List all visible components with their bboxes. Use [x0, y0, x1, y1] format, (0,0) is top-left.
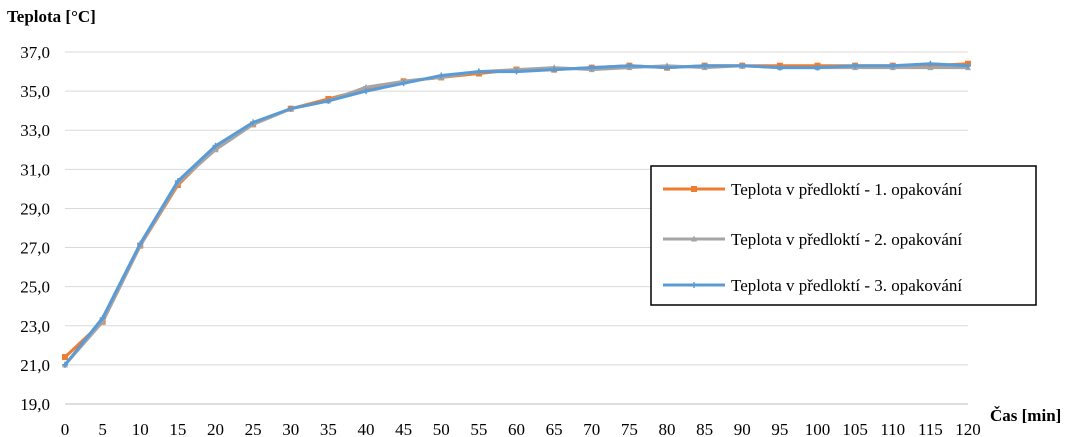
data-point — [927, 60, 934, 67]
gridlines — [65, 51, 968, 366]
y-tick-label: 21,0 — [20, 356, 50, 375]
legend-label: Teplota v předloktí - 1. opakování — [731, 180, 962, 199]
data-point — [691, 282, 697, 288]
y-tick-label: 23,0 — [20, 317, 50, 336]
x-tick-label: 65 — [546, 420, 563, 437]
series-3 — [62, 60, 971, 368]
data-point — [852, 62, 859, 69]
legend-label: Teplota v předloktí - 3. opakování — [731, 276, 962, 295]
data-point — [99, 318, 106, 325]
x-tick-label: 115 — [918, 420, 943, 437]
data-point — [814, 64, 821, 71]
y-tick-label: 31,0 — [20, 160, 50, 179]
data-point — [739, 62, 746, 69]
x-tick-label: 30 — [282, 420, 299, 437]
data-point — [664, 64, 670, 71]
y-tick-label: 25,0 — [20, 278, 50, 297]
data-point — [62, 361, 68, 368]
data-point — [325, 97, 332, 104]
data-point — [965, 62, 971, 69]
x-tick-label: 100 — [805, 420, 831, 437]
series-lines — [62, 60, 971, 368]
x-tick-label: 40 — [358, 420, 375, 437]
x-tick-label: 110 — [880, 420, 905, 437]
x-tick-label: 95 — [771, 420, 788, 437]
legend-item-2: Teplota v předloktí - 2. opakování — [663, 230, 962, 249]
data-point — [99, 314, 106, 321]
data-point — [212, 142, 219, 149]
data-point — [889, 62, 896, 69]
x-axis-title: Čas [min] — [990, 406, 1061, 425]
x-tick-label: 15 — [169, 420, 186, 437]
data-point — [513, 68, 520, 75]
data-point — [400, 80, 407, 87]
x-tick-label: 25 — [245, 420, 262, 437]
x-tick-label: 60 — [508, 420, 525, 437]
x-tick-label: 85 — [696, 420, 713, 437]
x-tick-label: 90 — [734, 420, 751, 437]
data-point — [287, 105, 294, 112]
data-point — [691, 186, 697, 192]
x-tick-label: 120 — [955, 420, 981, 437]
y-axis-title: Teplota [°C] — [7, 7, 96, 26]
x-tick-label: 105 — [842, 420, 868, 437]
legend-label: Teplota v předloktí - 2. opakování — [731, 230, 962, 249]
data-point — [250, 119, 257, 126]
data-point — [927, 64, 934, 71]
y-tick-label: 35,0 — [20, 82, 50, 101]
x-tick-label: 70 — [583, 420, 600, 437]
legend-item-1: Teplota v předloktí - 1. opakování — [663, 180, 962, 199]
data-point — [691, 235, 697, 242]
data-point — [551, 66, 558, 73]
data-point — [776, 64, 783, 71]
data-point — [62, 354, 68, 361]
data-point — [137, 240, 144, 247]
x-tick-label: 20 — [207, 420, 224, 437]
data-point — [588, 64, 595, 71]
x-tick-label: 45 — [395, 420, 412, 437]
data-point — [626, 62, 633, 69]
x-tick-label: 50 — [433, 420, 450, 437]
y-tick-label: 33,0 — [20, 121, 50, 140]
x-tick-label: 0 — [61, 420, 70, 437]
x-tick-label: 75 — [621, 420, 638, 437]
x-axis-ticks: 0 5 10 15 20 25 30 35 40 45 50 55 60 65 70 75 80 85 90 95 10… — [61, 420, 981, 437]
x-tick-label: 35 — [320, 420, 337, 437]
legend-item-3: Teplota v předloktí - 3. opakování — [663, 276, 962, 295]
data-point — [475, 68, 482, 75]
x-tick-label: 5 — [98, 420, 107, 437]
data-point — [174, 178, 181, 185]
x-tick-label: 80 — [659, 420, 676, 437]
data-point — [212, 146, 219, 153]
y-tick-label: 19,0 — [20, 395, 50, 414]
data-point — [363, 83, 369, 90]
data-point — [363, 88, 369, 95]
x-tick-label: 55 — [470, 420, 487, 437]
y-tick-label: 27,0 — [20, 239, 50, 258]
y-axis-ticks: 19,0 21,0 23,0 25,0 27,0 29,0 31,0 33,0 35,0 37,0 — [20, 43, 50, 414]
y-tick-label: 37,0 — [20, 43, 50, 62]
x-tick-label: 10 — [132, 420, 149, 437]
data-point — [438, 72, 445, 79]
data-point — [701, 62, 708, 69]
legend: Teplota v předloktí - 1. opakování Teplot… — [650, 165, 1037, 306]
y-tick-label: 29,0 — [20, 199, 50, 218]
